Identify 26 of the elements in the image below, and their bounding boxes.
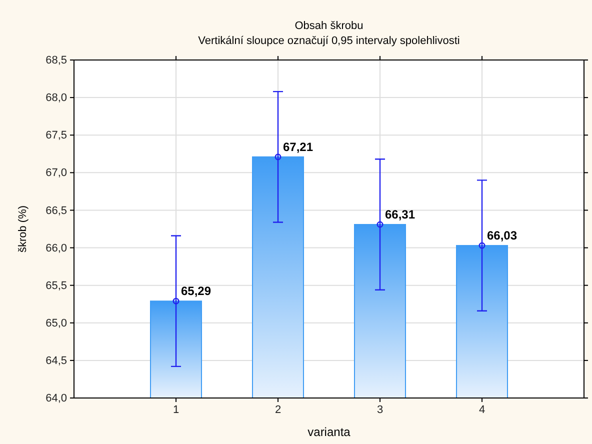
x-tick-label: 2: [274, 404, 282, 416]
chart-title: Obsah škrobu: [294, 20, 364, 32]
y-tick-label: 65,5: [46, 280, 67, 292]
y-tick-label: 66,0: [46, 242, 67, 254]
chart-subtitle: Vertikální sloupce označují 0,95 intervaly spolehlivosti: [198, 35, 460, 47]
point: [376, 221, 384, 228]
x-tick-label: 3: [376, 404, 384, 416]
x-tick-label: 1: [172, 404, 180, 416]
x-axis-title: varianta: [308, 425, 351, 439]
y-axis-title: škrob (%): [17, 205, 29, 253]
point: [478, 242, 486, 249]
data-label: 66,03: [487, 228, 518, 243]
y-tick-label: 68,0: [46, 92, 67, 104]
y-tick-label: 67,5: [46, 130, 67, 142]
y-tick-label: 65,0: [46, 317, 67, 330]
data-label: 65,29: [181, 284, 212, 298]
data-label: 66,31: [385, 207, 416, 222]
data-label: 67,21: [283, 140, 314, 154]
y-tick-label: 64,0: [46, 392, 67, 405]
y-tick-label: 67,0: [46, 167, 67, 180]
y-tick-label: 68,5: [46, 54, 67, 67]
y-tick-label: 66,5: [46, 204, 67, 217]
point: [274, 154, 282, 160]
point: [172, 298, 180, 304]
y-tick-label: 64,5: [46, 354, 67, 367]
x-tick-label: 4: [478, 404, 486, 416]
